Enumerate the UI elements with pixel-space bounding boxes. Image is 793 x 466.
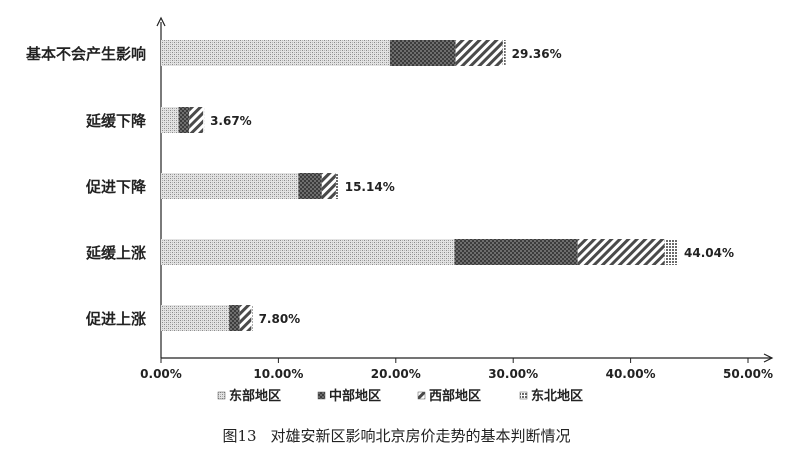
legend-swatch-east: [217, 391, 226, 400]
x-tick-label: 10.00%: [253, 367, 303, 381]
legend-label: 中部地区: [329, 388, 381, 404]
bar-segment-west: [577, 239, 665, 265]
legend-swatch-northeast: [519, 391, 528, 400]
x-tick-label: 50.00%: [723, 367, 773, 381]
bar-segment-east: [161, 107, 179, 133]
x-tick-label: 0.00%: [140, 367, 182, 381]
bar-segment-west: [321, 173, 336, 199]
x-tick-labels: 0.00% 10.00% 20.00% 30.00% 40.00% 50.00%: [140, 358, 773, 381]
total-label: 3.67%: [210, 114, 252, 128]
legend: 东部地区 中部地区 西部地区 东北地区: [217, 388, 583, 404]
legend-label: 东北地区: [531, 388, 583, 404]
bar-segment-northeast: [203, 107, 205, 133]
category-label: 延缓上涨: [85, 244, 146, 262]
x-tick-label: 20.00%: [371, 367, 421, 381]
figure-title: 对雄安新区影响北京房价走势的基本判断情况: [270, 427, 571, 445]
figure-caption: 图13 对雄安新区影响北京房价走势的基本判断情况: [0, 425, 793, 446]
bar-segment-central: [454, 239, 578, 265]
bar-segment-central: [389, 40, 456, 66]
bar-segment-northeast: [502, 40, 506, 66]
legend-swatch-central: [317, 391, 326, 400]
legend-label: 东部地区: [229, 388, 281, 404]
bar-segment-central: [229, 305, 240, 331]
total-label: 15.14%: [345, 180, 395, 194]
bar-segment-east: [161, 239, 455, 265]
bar-segment-east: [161, 305, 230, 331]
category-label: 促进上涨: [85, 310, 146, 328]
x-tick-label: 40.00%: [606, 367, 656, 381]
category-label: 促进下降: [85, 178, 147, 196]
legend-swatch-west: [417, 391, 426, 400]
bar-segment-northeast: [335, 173, 339, 199]
figure-number: 图13: [222, 427, 257, 445]
bar-segment-central: [298, 173, 322, 199]
bar-segment-east: [161, 173, 299, 199]
bar-segment-west: [189, 107, 204, 133]
bars: [161, 40, 679, 331]
total-label: 29.36%: [512, 47, 562, 61]
x-axis-arrow: [763, 353, 774, 363]
bar-segment-west: [455, 40, 503, 66]
bar-segment-northeast: [664, 239, 679, 265]
total-label: 44.04%: [684, 246, 734, 260]
bar-segment-east: [161, 40, 390, 66]
total-labels: 29.36% 3.67% 15.14% 44.04% 7.80%: [210, 47, 734, 326]
category-label: 基本不会产生影响: [25, 45, 146, 63]
bar-segment-west: [239, 305, 252, 331]
x-tick-label: 30.00%: [488, 367, 538, 381]
legend-label: 西部地区: [429, 388, 481, 404]
category-label: 延缓下降: [85, 112, 147, 130]
bar-segment-central: [178, 107, 190, 133]
bar-segment-northeast: [251, 305, 253, 331]
total-label: 7.80%: [259, 312, 301, 326]
y-axis-arrow: [156, 16, 166, 27]
